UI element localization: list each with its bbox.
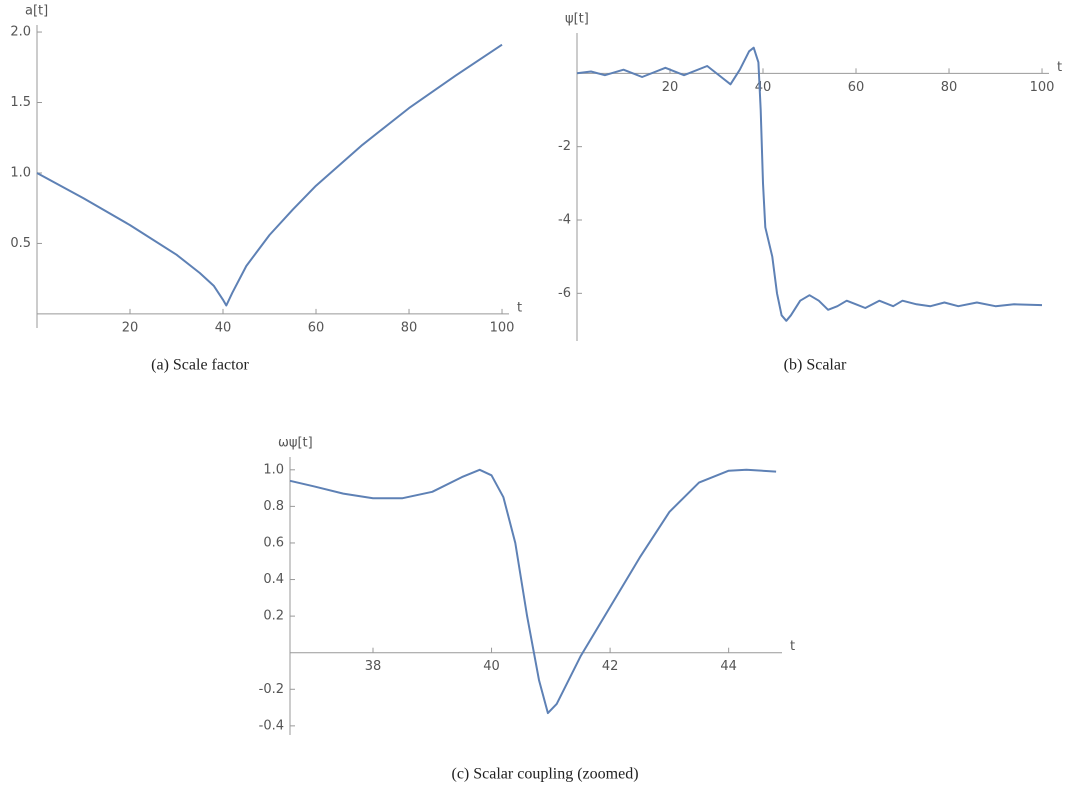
data-line <box>576 46 1043 322</box>
y-tick-label: -0.2 <box>259 682 284 697</box>
x-axis-label: t <box>517 300 522 315</box>
y-tick-label: -2 <box>558 139 571 154</box>
x-tick-label: 80 <box>941 80 958 95</box>
x-tick-label: 40 <box>215 320 232 335</box>
data-line <box>36 43 503 307</box>
x-axis-label: t <box>790 639 795 654</box>
y-tick-label: -6 <box>558 286 571 301</box>
x-tick-label: 20 <box>662 80 679 95</box>
x-tick-label: 80 <box>401 320 418 335</box>
y-tick-label: 1.5 <box>10 95 31 110</box>
y-tick-label: 0.2 <box>263 609 284 624</box>
x-axis-label: t <box>1057 60 1062 75</box>
y-tick-label: 1.0 <box>10 165 31 180</box>
caption: (b) Scalar <box>784 357 847 374</box>
x-tick-label: 40 <box>755 80 772 95</box>
y-tick-label: 0.4 <box>263 572 284 587</box>
x-tick-label: 100 <box>490 320 515 335</box>
x-tick-label: 60 <box>308 320 325 335</box>
y-tick-label: 0.6 <box>263 535 284 550</box>
y-axis-label: ωψ[t] <box>278 436 313 451</box>
y-tick-label: 1.0 <box>263 462 284 477</box>
caption: (a) Scale factor <box>151 357 249 374</box>
y-axis-label: a[t] <box>25 4 48 19</box>
x-tick-label: 20 <box>122 320 139 335</box>
y-axis-label: ψ[t] <box>565 12 589 27</box>
y-tick-label: 2.0 <box>10 25 31 40</box>
y-tick-label: 0.8 <box>263 499 284 514</box>
y-tick-label: -0.4 <box>259 718 284 733</box>
x-tick-label: 100 <box>1030 80 1055 95</box>
x-tick-label: 60 <box>848 80 865 95</box>
y-tick-label: -4 <box>558 213 571 228</box>
x-tick-label: 40 <box>483 659 500 674</box>
x-tick-label: 44 <box>720 659 737 674</box>
y-tick-label: 0.5 <box>10 236 31 251</box>
data-line <box>289 468 777 715</box>
x-tick-label: 42 <box>602 659 619 674</box>
x-tick-label: 38 <box>365 659 382 674</box>
caption: (c) Scalar coupling (zoomed) <box>451 766 638 783</box>
